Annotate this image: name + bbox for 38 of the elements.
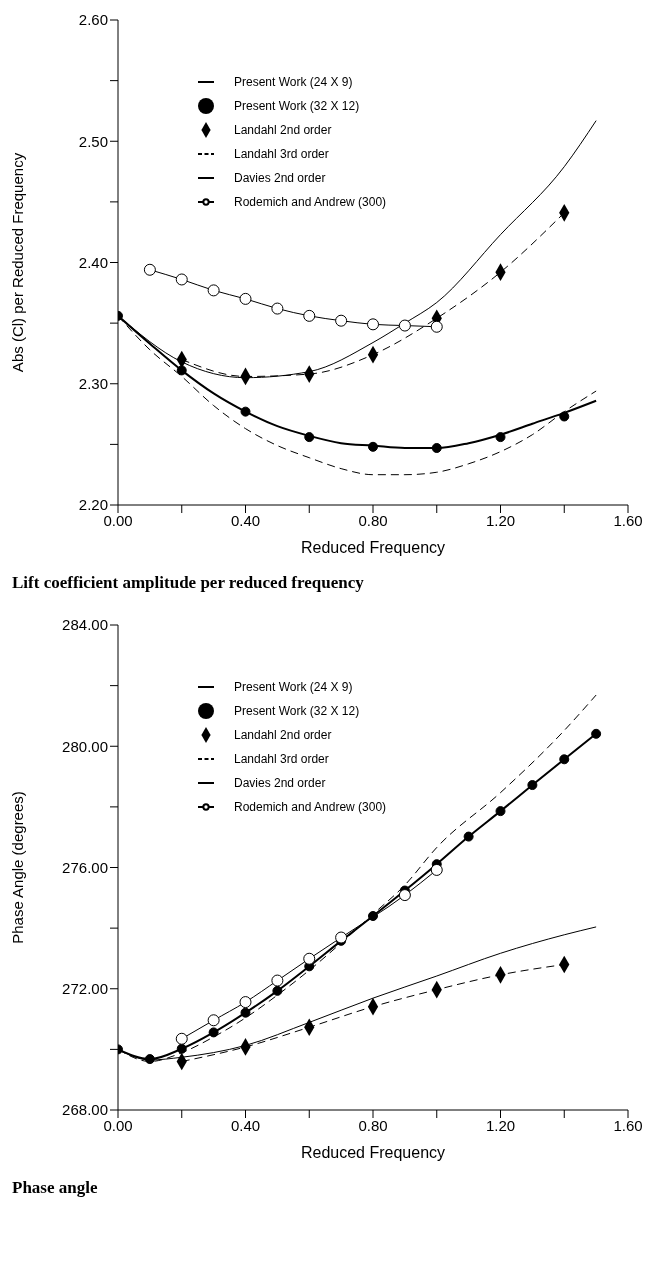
y-tick-label: 2.20	[78, 496, 108, 514]
legend-label: Present Work (24 X 9)	[234, 680, 353, 694]
x-tick-label: 0.80	[358, 1116, 388, 1134]
x-tick-label: 0.00	[103, 511, 133, 529]
y-tick-label: 2.40	[78, 253, 108, 271]
x-tick-label: 1.20	[485, 511, 516, 529]
legend-label: Present Work (32 X 12)	[234, 99, 360, 113]
legend-label: Present Work (24 X 9)	[234, 75, 353, 89]
legend-label: Rodemich and Andrew (300)	[234, 800, 387, 814]
x-tick-label: 1.60	[613, 511, 643, 529]
legend-label: Landahl 2nd order	[234, 728, 332, 742]
legend-label: Landahl 3rd order	[234, 147, 329, 161]
legend-label: Present Work (32 X 12)	[234, 704, 360, 718]
text: Lift coefficient amplitude per reduced frequency	[12, 573, 365, 593]
legend-label: Rodemich and Andrew (300)	[234, 195, 387, 209]
y-axis-title: Phase Angle (degrees)	[9, 791, 27, 944]
x-tick-label: 0.40	[230, 1116, 261, 1134]
x-tick-label: 1.60	[613, 1116, 643, 1134]
legend-label: Landahl 3rd order	[234, 752, 329, 766]
legend-label: Landahl 2nd order	[234, 123, 332, 137]
y-tick-label: 2.50	[78, 132, 108, 150]
y-tick-label: 276.00	[62, 858, 108, 876]
y-tick-label: 2.30	[78, 375, 108, 393]
legend-label: Davies 2nd order	[234, 171, 326, 185]
legend-label: Davies 2nd order	[234, 776, 326, 790]
x-tick-label: 1.20	[485, 1116, 516, 1134]
y-tick-label: 268.00	[62, 1101, 108, 1119]
y-tick-label: 280.00	[62, 737, 108, 755]
text: Phase angle	[12, 1178, 99, 1198]
y-tick-label: 272.00	[62, 980, 108, 998]
x-axis-title: Reduced Frequency	[300, 539, 446, 556]
x-tick-label: 0.40	[230, 511, 261, 529]
x-axis-title: Reduced Frequency	[300, 1144, 446, 1161]
x-tick-label: 0.00	[103, 1116, 133, 1134]
y-tick-label: 284.00	[62, 616, 108, 634]
y-axis-title: Abs (Cl) per Reduced Frequency	[9, 152, 27, 373]
x-tick-label: 0.80	[358, 511, 388, 529]
y-tick-label: 2.60	[78, 11, 108, 29]
